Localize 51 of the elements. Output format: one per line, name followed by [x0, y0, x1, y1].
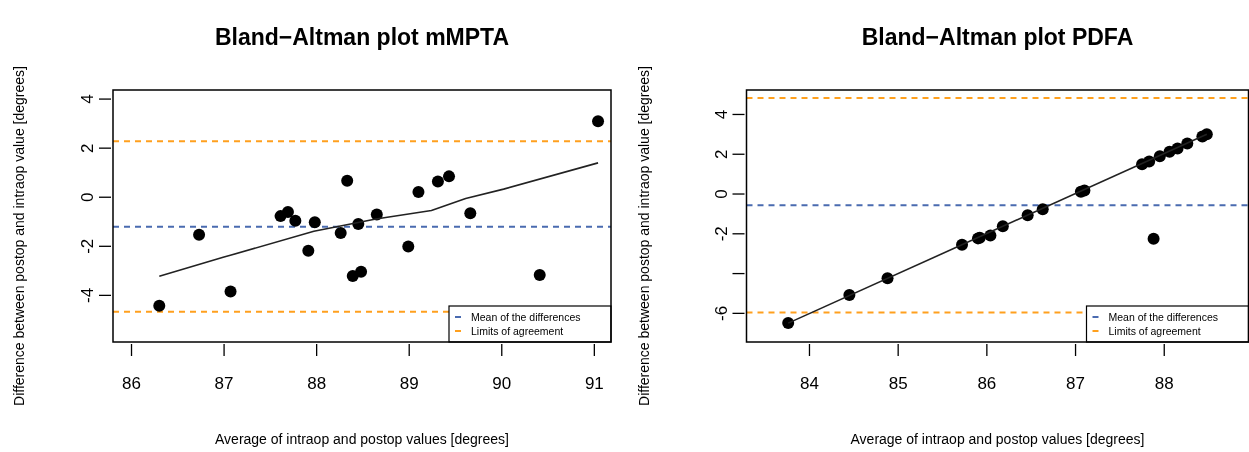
point	[464, 207, 477, 220]
point	[334, 227, 347, 240]
y-tick-label: 2	[711, 149, 731, 159]
x-tick-label: 88	[307, 374, 327, 393]
point	[412, 186, 425, 199]
point	[224, 285, 237, 298]
x-tick-label: 87	[214, 374, 234, 393]
y-tick-label: 4	[78, 94, 97, 104]
point	[1147, 232, 1160, 245]
point	[782, 317, 795, 330]
x-tick-label: 88	[1154, 374, 1174, 393]
y-tick-label: -2	[78, 238, 97, 254]
point	[341, 174, 354, 187]
y-axis-title: Difference between postop and intraop value [degrees]	[635, 66, 652, 406]
point	[443, 170, 456, 183]
legend-label: Limits of agreement	[471, 325, 564, 337]
point	[533, 269, 546, 282]
point	[193, 228, 206, 241]
point	[289, 214, 302, 227]
point	[592, 115, 605, 128]
point	[281, 205, 294, 218]
x-axis-title: Average of intraop and postop values [degrees]	[215, 431, 509, 447]
x-tick-label: 85	[888, 374, 908, 393]
x-tick-label: 84	[800, 374, 819, 393]
point	[431, 175, 444, 188]
y-tick-label: 0	[711, 189, 731, 199]
x-tick-label: 87	[1066, 374, 1086, 393]
y-tick-label: -6	[711, 305, 731, 321]
chart-title: Bland−Altman plot mMPTA	[214, 24, 510, 50]
y-tick-label: 2	[78, 143, 97, 153]
y-tick-label: -4	[78, 287, 97, 303]
chart-title: Bland−Altman plot PDFA	[861, 24, 1134, 50]
y-tick-label: -2	[711, 226, 731, 242]
x-tick-label: 90	[492, 374, 512, 393]
x-tick-label: 89	[399, 374, 419, 393]
legend-label: Limits of agreement	[1108, 325, 1201, 337]
y-tick-label: 4	[711, 109, 731, 120]
x-tick-label: 86	[977, 374, 997, 393]
line-series	[158, 162, 599, 278]
x-axis-title: Average of intraop and postop values [degrees]	[850, 431, 1145, 447]
y-axis-title: Difference between postop and intraop value [degrees]	[11, 66, 27, 406]
point	[402, 240, 415, 253]
point	[308, 216, 321, 229]
x-tick-label: 91	[584, 374, 604, 393]
point	[302, 244, 315, 257]
point	[355, 265, 368, 278]
point	[153, 299, 166, 312]
legend-label: Mean of the differences	[471, 311, 581, 323]
legend-label: Mean of the differences	[1108, 311, 1219, 323]
x-tick-label: 86	[122, 374, 141, 393]
y-tick-label: 0	[78, 192, 97, 202]
